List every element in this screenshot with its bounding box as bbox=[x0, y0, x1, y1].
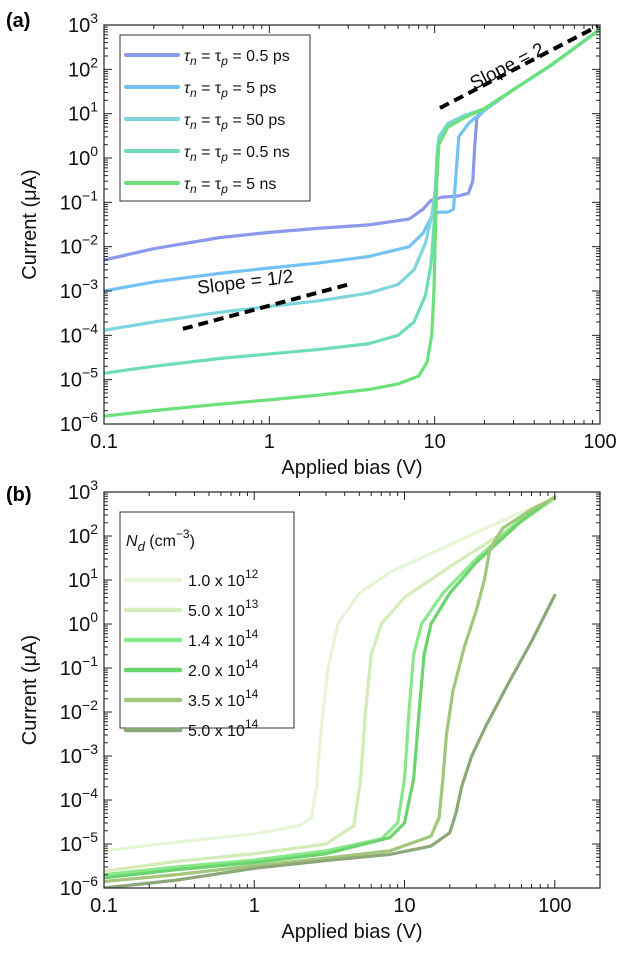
x-tick-label: 1 bbox=[264, 431, 275, 453]
y-tick-label: 10−1 bbox=[60, 653, 98, 680]
legend-label-1: 1.0 x 1012 bbox=[188, 567, 259, 590]
y-tick-label: 10−2 bbox=[60, 697, 98, 724]
y-tick-label: 102 bbox=[68, 54, 98, 81]
y-tick-label: 10−4 bbox=[60, 320, 98, 347]
series-line-1 bbox=[104, 497, 557, 853]
panel-b-label: (b) bbox=[6, 484, 32, 506]
panel-b-plot-area bbox=[104, 495, 557, 888]
slope-two-line bbox=[439, 24, 599, 110]
legend-label-4: 2.0 x 1014 bbox=[188, 657, 259, 680]
legend-label-2: τn = τp = 5 ps bbox=[184, 80, 276, 100]
panel-b-legend: Nd (cm−3) 1.0 x 1012 5.0 x 1013 1.4 x 1014 2… bbox=[119, 511, 295, 740]
legend-label-3: 1.4 x 1014 bbox=[188, 627, 259, 650]
series-line-2 bbox=[104, 497, 557, 873]
x-tick-label: 1 bbox=[249, 895, 260, 917]
panel-b: (b) 0.1 1 10 100 10−6 10−5 10−4 10−3 10−2 10−1 100… bbox=[6, 477, 601, 943]
legend-label-6: 5.0 x 1014 bbox=[188, 717, 259, 740]
y-tick-label: 101 bbox=[68, 565, 98, 592]
y-tick-label: 10−3 bbox=[60, 276, 98, 303]
y-tick-label: 10−6 bbox=[60, 409, 98, 436]
y-tick-label: 103 bbox=[68, 10, 98, 37]
series-line-5 bbox=[104, 27, 600, 418]
y-tick-label: 101 bbox=[68, 99, 98, 126]
y-tick-label: 102 bbox=[68, 521, 98, 548]
series-line-6 bbox=[104, 593, 557, 888]
series-group bbox=[104, 495, 557, 888]
x-tick-label: 100 bbox=[538, 895, 571, 917]
legend-label-3: τn = τp = 50 ps bbox=[184, 112, 285, 132]
panel-a: (a) 0.1 1 10 100 10−6 10−5 10−4 10−3 10−2 10−1 100… bbox=[6, 10, 617, 479]
x-tick-label: 10 bbox=[393, 895, 415, 917]
y-tick-label: 100 bbox=[68, 609, 98, 636]
axes-frame bbox=[103, 24, 601, 425]
x-axis-title: Applied bias (V) bbox=[281, 457, 422, 479]
y-tick-label: 100 bbox=[68, 143, 98, 170]
slope-half-label: Slope = 1/2 bbox=[196, 266, 295, 299]
y-tick-label: 10−4 bbox=[60, 785, 98, 812]
x-tick-label: 100 bbox=[583, 431, 616, 453]
y-tick-label: 10−3 bbox=[60, 741, 98, 768]
x-tick-label: 0.1 bbox=[90, 431, 118, 453]
legend-label-1: τn = τp = 0.5 ps bbox=[184, 48, 290, 68]
x-tick-label: 0.1 bbox=[90, 895, 118, 917]
slope-two-label: Slope = 2 bbox=[467, 39, 549, 94]
y-axis-title: Current (μA) bbox=[19, 635, 41, 745]
legend-label-5: 3.5 x 1014 bbox=[188, 687, 259, 710]
y-tick-label: 10−2 bbox=[60, 232, 98, 259]
panel-b-axes: 0.1 1 10 100 10−6 10−5 10−4 10−3 10−2 10−1 100 101 1… bbox=[19, 477, 601, 943]
legend-label-5: τn = τp = 5 ns bbox=[184, 176, 276, 196]
legend-title: Nd (cm−3) bbox=[126, 527, 195, 554]
y-tick-label: 10−5 bbox=[60, 365, 98, 392]
legend-box bbox=[119, 511, 295, 729]
panel-a-axes: 0.1 1 10 100 10−6 10−5 10−4 10−3 10−2 10−1 100 101 1… bbox=[19, 10, 617, 479]
y-axis-title: Current (μA) bbox=[19, 169, 41, 279]
axes-frame bbox=[103, 491, 601, 889]
legend-label-2: 5.0 x 1013 bbox=[188, 597, 259, 620]
series-line-5 bbox=[104, 495, 557, 884]
x-tick-label: 10 bbox=[424, 431, 446, 453]
slope-half-line bbox=[182, 282, 349, 331]
y-tick-label: 10−6 bbox=[60, 873, 98, 900]
x-axis-title: Applied bias (V) bbox=[281, 921, 422, 943]
y-tick-label: 103 bbox=[68, 477, 98, 504]
y-tick-label: 10−5 bbox=[60, 829, 98, 856]
series-line-3 bbox=[104, 495, 557, 877]
legend-label-4: τn = τp = 0.5 ns bbox=[184, 144, 290, 164]
panel-a-legend: τn = τp = 0.5 ps τn = τp = 5 ps τn = τp = … bbox=[119, 34, 311, 202]
y-tick-label: 10−1 bbox=[60, 187, 98, 214]
series-line-4 bbox=[104, 495, 557, 880]
panel-a-label: (a) bbox=[6, 10, 30, 32]
